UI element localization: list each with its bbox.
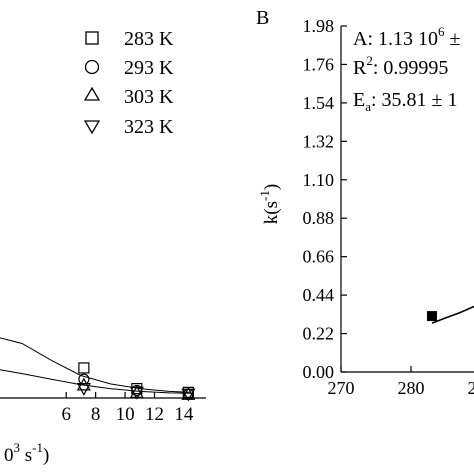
left-x-axis-label: 03 s-1) <box>4 440 49 466</box>
legend-item-283k: 283 K <box>85 28 174 50</box>
legend-circle-marker <box>84 59 100 75</box>
right-y-tick-label: 0.00 <box>303 362 335 382</box>
point-293k <box>78 373 90 385</box>
left-x-tick-label: 8 <box>91 404 101 425</box>
right-y-tick-label: 1.98 <box>303 16 335 36</box>
right-y-tick-label: 1.76 <box>303 54 335 74</box>
right-y-tick-label: 1.32 <box>303 131 335 151</box>
legend-triangle-up-marker <box>83 86 101 101</box>
left-x-ticks: 6 8 10 12 14 <box>61 392 194 425</box>
legend-label-323k: 323 K <box>124 116 174 138</box>
right-y-tick-label: 0.22 <box>303 324 335 344</box>
point-283k <box>78 362 90 374</box>
right-x-tick-label: 280 <box>398 378 425 398</box>
fit-annotations: A: 1.13 106 ± R2: 0.99995 Ea: 35.81 ± 1 <box>353 24 461 114</box>
right-fit-curve <box>431 305 474 324</box>
right-y-tick-label: 1.10 <box>303 170 335 190</box>
left-x-tick-label: 14 <box>174 404 194 425</box>
left-x-tick-label: 6 <box>61 404 71 425</box>
right-y-ticks: 0.00 0.22 0.44 0.66 0.88 1.10 1.32 1.54 1.76 1.98 <box>303 16 347 382</box>
left-x-tick-label: 10 <box>116 404 135 425</box>
annotation-a: A: 1.13 106 ± <box>353 24 461 50</box>
legend-label-293k: 293 K <box>124 57 174 79</box>
legend-label-283k: 283 K <box>124 28 174 50</box>
legend-item-293k: 293 K <box>84 57 174 79</box>
annotation-r2: R2: 0.99995 <box>353 53 448 79</box>
right-y-tick-label: 0.66 <box>303 247 335 267</box>
arrhenius-fit-curve <box>431 305 474 324</box>
left-fit-curve <box>0 337 192 393</box>
legend-label-303k: 303 K <box>124 86 174 108</box>
right-x-ticks: 270 280 290 <box>328 366 474 398</box>
left-fit-curves <box>0 337 192 394</box>
right-x-tick-label: 270 <box>328 378 355 398</box>
point-323k <box>129 386 144 400</box>
rate-constant-point <box>427 311 437 322</box>
legend-item-323k: 323 K <box>83 116 174 138</box>
right-data-points <box>427 311 437 322</box>
legend-item-303k: 303 K <box>83 86 174 108</box>
point-303k <box>76 377 91 391</box>
left-fit-curve <box>0 369 192 394</box>
right-panel: B 0.00 0.22 0.44 0.66 0.88 1.10 1.32 1.54 1.76 1.… <box>256 7 474 398</box>
annotation-ea: Ea: 35.81 ± 1 <box>353 89 458 114</box>
right-y-tick-label: 0.44 <box>303 285 335 305</box>
right-y-tick-label: 0.88 <box>303 208 335 228</box>
panel-label-b: B <box>256 7 269 29</box>
legend-square-marker <box>85 31 99 45</box>
left-data-points <box>76 362 196 402</box>
left-panel: 6 8 10 12 14 03 s-1) 283 K 293 K 303 K 323 K <box>0 28 206 466</box>
right-x-tick-label: 290 <box>468 378 474 398</box>
right-y-tick-label: 1.54 <box>303 93 335 113</box>
left-x-tick-label: 12 <box>145 404 164 425</box>
right-y-axis-label: k(s-1) <box>257 184 282 224</box>
left-legend: 283 K 293 K 303 K 323 K <box>83 28 174 138</box>
point-323k <box>76 383 91 396</box>
point-323k <box>181 388 196 402</box>
legend-triangle-down-marker <box>83 120 101 135</box>
